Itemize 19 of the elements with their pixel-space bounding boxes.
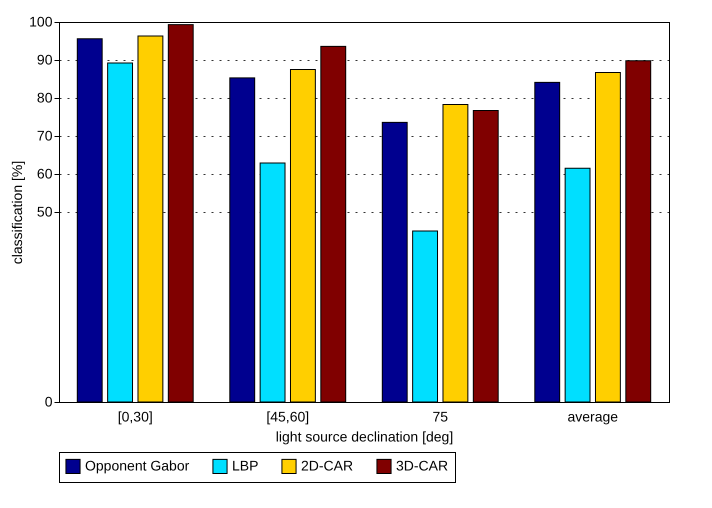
legend-label: Opponent Gabor — [85, 457, 190, 474]
legend-label: 2D-CAR — [301, 457, 354, 474]
y-tick-label: 60 — [36, 166, 53, 182]
x-tick-label: 75 — [432, 408, 448, 424]
y-tick-label: 90 — [36, 52, 53, 68]
legend-label: LBP — [232, 457, 258, 474]
x-tick-label: [0,30] — [118, 408, 153, 424]
x-tick-label: [45,60] — [266, 408, 310, 424]
legend-label: 3D-CAR — [396, 457, 448, 474]
y-axis-title: classification [%] — [9, 160, 26, 264]
y-tick-label: 100 — [29, 14, 53, 30]
x-axis-title: light source declination [deg] — [276, 428, 454, 444]
y-tick-label: 0 — [44, 394, 53, 410]
bar — [412, 230, 438, 402]
bar — [260, 162, 286, 402]
y-tick-label: 50 — [36, 204, 53, 220]
x-tick-label: average — [567, 408, 618, 424]
y-tick-label: 70 — [36, 128, 53, 144]
y-tick-label: 80 — [36, 90, 53, 106]
